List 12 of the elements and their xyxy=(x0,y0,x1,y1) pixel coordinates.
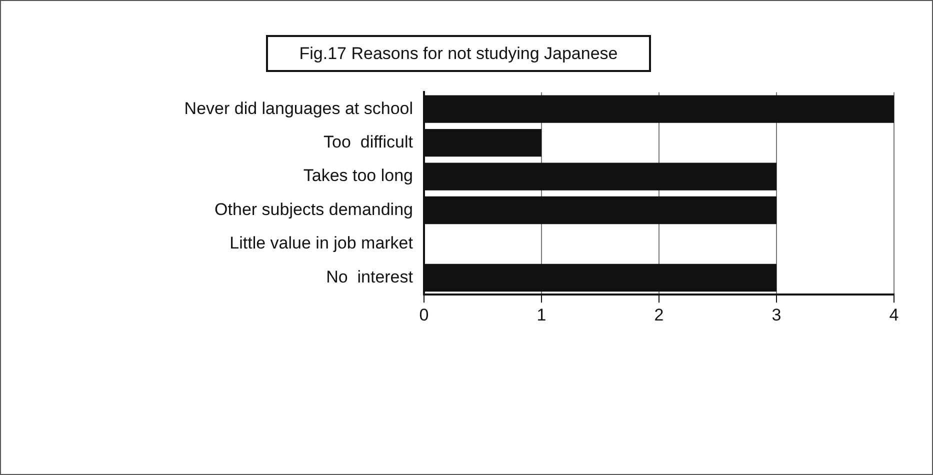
y-tick-label: No interest xyxy=(326,267,414,286)
x-tick-label: 1 xyxy=(536,305,546,324)
y-tick-label: Takes too long xyxy=(303,166,413,186)
x-tick-label: 2 xyxy=(654,305,664,324)
chart-title: Fig.17 Reasons for not studying Japanese xyxy=(266,35,651,72)
x-tick-label: 4 xyxy=(889,305,899,324)
y-tick-label: Too difficult xyxy=(324,132,414,152)
y-tick-label: Never did languages at school xyxy=(184,98,413,118)
y-tick-label: Other subjects demanding xyxy=(214,200,413,219)
y-tick-label: Little value in job market xyxy=(230,234,414,253)
x-tick-label: 0 xyxy=(419,305,429,324)
x-tick-label: 3 xyxy=(772,305,782,324)
